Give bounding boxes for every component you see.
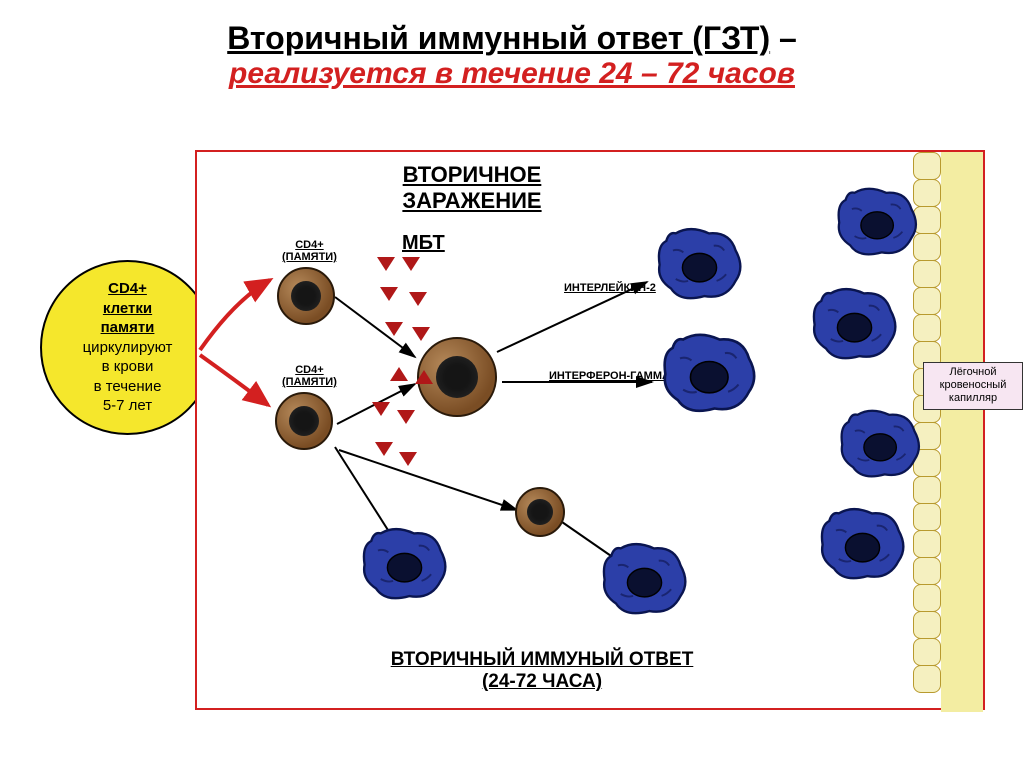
macrophage-cell xyxy=(652,222,747,303)
antigen-triangle xyxy=(402,257,420,271)
title-line2: реализуется в течение 24 – 72 часов xyxy=(229,57,795,90)
macrophage-cell xyxy=(815,502,910,583)
circle-red-arrows xyxy=(180,260,290,430)
memory-l7: 5-7 лет xyxy=(103,396,152,416)
memory-l4: циркулируют xyxy=(83,338,173,358)
capillary-segment xyxy=(913,503,941,531)
cap-l3: капилляр xyxy=(927,392,1019,405)
capillary-segment xyxy=(913,287,941,315)
bottom-label: ВТОРИЧНЫЙ ИММУНЫЙ ОТВЕТ(24-72 ЧАСА) xyxy=(372,649,712,693)
antigen-triangle xyxy=(390,367,408,381)
antigen-triangle xyxy=(412,327,430,341)
arrow xyxy=(335,297,415,357)
capillary-segment xyxy=(913,557,941,585)
capillary-segment xyxy=(913,260,941,288)
memory-l6: в течение xyxy=(94,377,162,397)
capillary-segment xyxy=(913,584,941,612)
title-dash: – xyxy=(770,20,797,56)
memory-l1: CD4+ xyxy=(108,279,147,299)
antigen-triangle xyxy=(397,410,415,424)
antigen-triangle xyxy=(372,402,390,416)
macrophage-cell xyxy=(832,182,922,259)
mbt-label: МБТ xyxy=(402,232,445,255)
antigen-triangle xyxy=(385,322,403,336)
capillary-segment xyxy=(913,611,941,639)
cd4-label-2: CD4+(ПАМЯТИ) xyxy=(282,364,337,388)
cd4-label-1: CD4+(ПАМЯТИ) xyxy=(282,239,337,263)
cap-l1: Лёгочной xyxy=(927,366,1019,379)
antigen-triangle xyxy=(380,287,398,301)
antigen-triangle xyxy=(377,257,395,271)
antigen-triangle xyxy=(375,442,393,456)
arrow xyxy=(339,450,517,510)
capillary-segment xyxy=(913,314,941,342)
macrophage-cell xyxy=(807,282,902,363)
antigen-triangle xyxy=(409,292,427,306)
title-line1: Вторичный иммунный ответ (ГЗТ) xyxy=(227,20,770,56)
memory-l2: клетки xyxy=(103,299,152,319)
cap-l2: кровеносный xyxy=(927,379,1019,392)
antigen-triangle xyxy=(399,452,417,466)
macrophage-cell xyxy=(835,404,925,481)
memory-l5: в крови xyxy=(102,357,154,377)
tcell xyxy=(515,487,565,537)
memory-l3: памяти xyxy=(101,318,155,338)
diagram-frame: Лёгочной кровеносный капилляр ВТОРИЧНОЕ … xyxy=(195,150,985,710)
capillary-segment xyxy=(913,665,941,693)
inner-title: ВТОРИЧНОЕ ЗАРАЖЕНИЕ xyxy=(342,162,602,214)
capillary-segment xyxy=(913,638,941,666)
macrophage-cell xyxy=(357,522,452,603)
capillary-segment xyxy=(913,530,941,558)
ifn-label: ИНТЕРФЕРОН-ГАММА xyxy=(547,370,672,382)
il2-label: ИНТЕРЛЕЙКИН-2 xyxy=(562,282,658,294)
macrophage-cell xyxy=(657,327,762,416)
capillary-label: Лёгочной кровеносный капилляр xyxy=(923,362,1023,410)
antigen-triangle xyxy=(415,370,433,384)
capillary-background xyxy=(941,152,983,712)
capillary-segment xyxy=(913,152,941,180)
macrophage-cell xyxy=(597,537,692,618)
